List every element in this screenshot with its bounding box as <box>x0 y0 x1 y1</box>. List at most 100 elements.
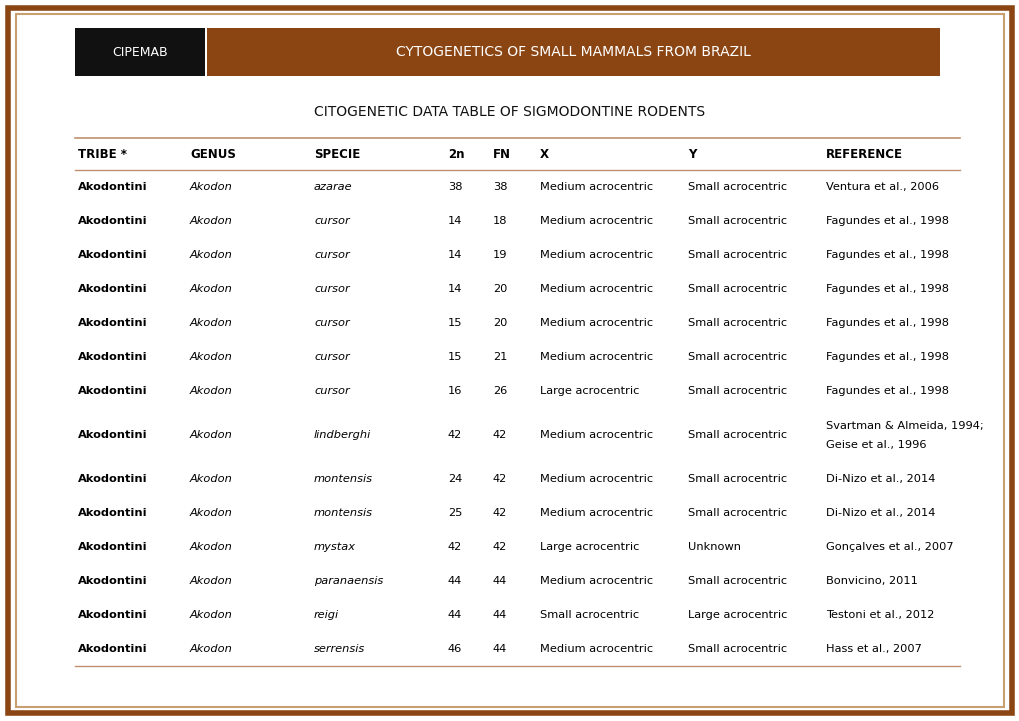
Text: Akodontini: Akodontini <box>77 430 148 440</box>
Text: Akodontini: Akodontini <box>77 610 148 620</box>
Text: REFERENCE: REFERENCE <box>825 148 902 161</box>
Text: TRIBE *: TRIBE * <box>77 148 127 161</box>
Text: Akodontini: Akodontini <box>77 318 148 328</box>
Text: Medium acrocentric: Medium acrocentric <box>539 508 652 518</box>
Text: Medium acrocentric: Medium acrocentric <box>539 352 652 362</box>
Text: Small acrocentric: Small acrocentric <box>688 430 787 440</box>
Text: 38: 38 <box>492 182 507 192</box>
FancyBboxPatch shape <box>75 170 959 204</box>
Text: Akodontini: Akodontini <box>77 386 148 396</box>
Text: Medium acrocentric: Medium acrocentric <box>539 216 652 226</box>
Text: Akodon: Akodon <box>190 610 232 620</box>
Text: Akodontini: Akodontini <box>77 542 148 552</box>
Text: Akodontini: Akodontini <box>77 216 148 226</box>
Text: Akodon: Akodon <box>190 318 232 328</box>
Text: 44: 44 <box>447 576 462 586</box>
Text: Medium acrocentric: Medium acrocentric <box>539 576 652 586</box>
Text: Akodontini: Akodontini <box>77 508 148 518</box>
Text: Akodon: Akodon <box>190 352 232 362</box>
Text: 14: 14 <box>447 250 462 260</box>
Text: montensis: montensis <box>314 508 373 518</box>
Text: Medium acrocentric: Medium acrocentric <box>539 644 652 654</box>
Text: 42: 42 <box>492 474 506 484</box>
Text: montensis: montensis <box>314 474 373 484</box>
Text: Svartman & Almeida, 1994;: Svartman & Almeida, 1994; <box>825 421 982 431</box>
FancyBboxPatch shape <box>75 238 959 272</box>
Text: Fagundes et al., 1998: Fagundes et al., 1998 <box>825 216 948 226</box>
FancyBboxPatch shape <box>75 598 959 632</box>
Text: Medium acrocentric: Medium acrocentric <box>539 318 652 328</box>
Text: Small acrocentric: Small acrocentric <box>688 352 787 362</box>
Text: Akodon: Akodon <box>190 644 232 654</box>
Text: Akodon: Akodon <box>118 236 901 604</box>
Text: Small acrocentric: Small acrocentric <box>688 644 787 654</box>
Text: Fagundes et al., 1998: Fagundes et al., 1998 <box>825 250 948 260</box>
Text: 42: 42 <box>492 430 506 440</box>
Text: 44: 44 <box>492 610 506 620</box>
Text: Medium acrocentric: Medium acrocentric <box>539 250 652 260</box>
Text: 19: 19 <box>492 250 507 260</box>
Text: Akodon: Akodon <box>190 216 232 226</box>
Text: Testoni et al., 2012: Testoni et al., 2012 <box>825 610 933 620</box>
Text: paranaensis: paranaensis <box>314 576 383 586</box>
Text: 42: 42 <box>492 508 506 518</box>
Text: CITOGENETIC DATA TABLE OF SIGMODONTINE RODENTS: CITOGENETIC DATA TABLE OF SIGMODONTINE R… <box>314 105 705 119</box>
Text: Akodontini: Akodontini <box>77 250 148 260</box>
FancyBboxPatch shape <box>75 462 959 496</box>
Text: Small acrocentric: Small acrocentric <box>688 284 787 294</box>
Text: Akodon: Akodon <box>190 386 232 396</box>
Text: Unknown: Unknown <box>688 542 740 552</box>
Text: Akodon: Akodon <box>190 250 232 260</box>
Text: Fagundes et al., 1998: Fagundes et al., 1998 <box>825 386 948 396</box>
Text: Large acrocentric: Large acrocentric <box>688 610 787 620</box>
Text: 44: 44 <box>447 610 462 620</box>
Text: Gonçalves et al., 2007: Gonçalves et al., 2007 <box>825 542 953 552</box>
Text: GENUS: GENUS <box>190 148 235 161</box>
Text: serrensis: serrensis <box>314 644 365 654</box>
Text: X: X <box>539 148 548 161</box>
Text: Fagundes et al., 1998: Fagundes et al., 1998 <box>825 284 948 294</box>
Text: 46: 46 <box>447 644 462 654</box>
Text: Medium acrocentric: Medium acrocentric <box>539 284 652 294</box>
Text: Akodontini: Akodontini <box>77 284 148 294</box>
Text: Akodon: Akodon <box>190 542 232 552</box>
Text: 21: 21 <box>492 352 506 362</box>
Text: 42: 42 <box>447 430 462 440</box>
Text: 44: 44 <box>492 576 506 586</box>
FancyBboxPatch shape <box>75 28 205 76</box>
Text: Akodontini: Akodontini <box>77 644 148 654</box>
Text: 15: 15 <box>447 352 462 362</box>
Text: 42: 42 <box>447 542 462 552</box>
Text: Geise et al., 1996: Geise et al., 1996 <box>825 440 925 450</box>
Text: Medium acrocentric: Medium acrocentric <box>539 474 652 484</box>
Text: SPECIE: SPECIE <box>314 148 360 161</box>
Text: Small acrocentric: Small acrocentric <box>688 474 787 484</box>
Text: Akodontini: Akodontini <box>77 576 148 586</box>
Text: 38: 38 <box>447 182 462 192</box>
Text: Akodon: Akodon <box>190 474 232 484</box>
FancyBboxPatch shape <box>8 8 1011 713</box>
Text: Small acrocentric: Small acrocentric <box>688 386 787 396</box>
Text: lindberghi: lindberghi <box>314 430 371 440</box>
Text: 24: 24 <box>447 474 462 484</box>
Text: Fagundes et al., 1998: Fagundes et al., 1998 <box>825 352 948 362</box>
Text: Small acrocentric: Small acrocentric <box>688 216 787 226</box>
Text: Akodon: Akodon <box>190 182 232 192</box>
Text: Hass et al., 2007: Hass et al., 2007 <box>825 644 921 654</box>
Text: reigi: reigi <box>314 610 338 620</box>
Text: Small acrocentric: Small acrocentric <box>688 318 787 328</box>
FancyBboxPatch shape <box>207 28 940 76</box>
Text: cursor: cursor <box>314 352 350 362</box>
Text: Akodon: Akodon <box>190 430 232 440</box>
Text: cursor: cursor <box>314 318 350 328</box>
Text: cursor: cursor <box>314 250 350 260</box>
Text: Small acrocentric: Small acrocentric <box>688 508 787 518</box>
Text: Akodon: Akodon <box>190 508 232 518</box>
Text: Akodontini: Akodontini <box>77 182 148 192</box>
Text: Small acrocentric: Small acrocentric <box>688 250 787 260</box>
Text: Di-Nizo et al., 2014: Di-Nizo et al., 2014 <box>825 474 934 484</box>
Text: Large acrocentric: Large acrocentric <box>539 542 639 552</box>
Text: Small acrocentric: Small acrocentric <box>539 610 639 620</box>
Text: 25: 25 <box>447 508 462 518</box>
Text: 26: 26 <box>492 386 506 396</box>
